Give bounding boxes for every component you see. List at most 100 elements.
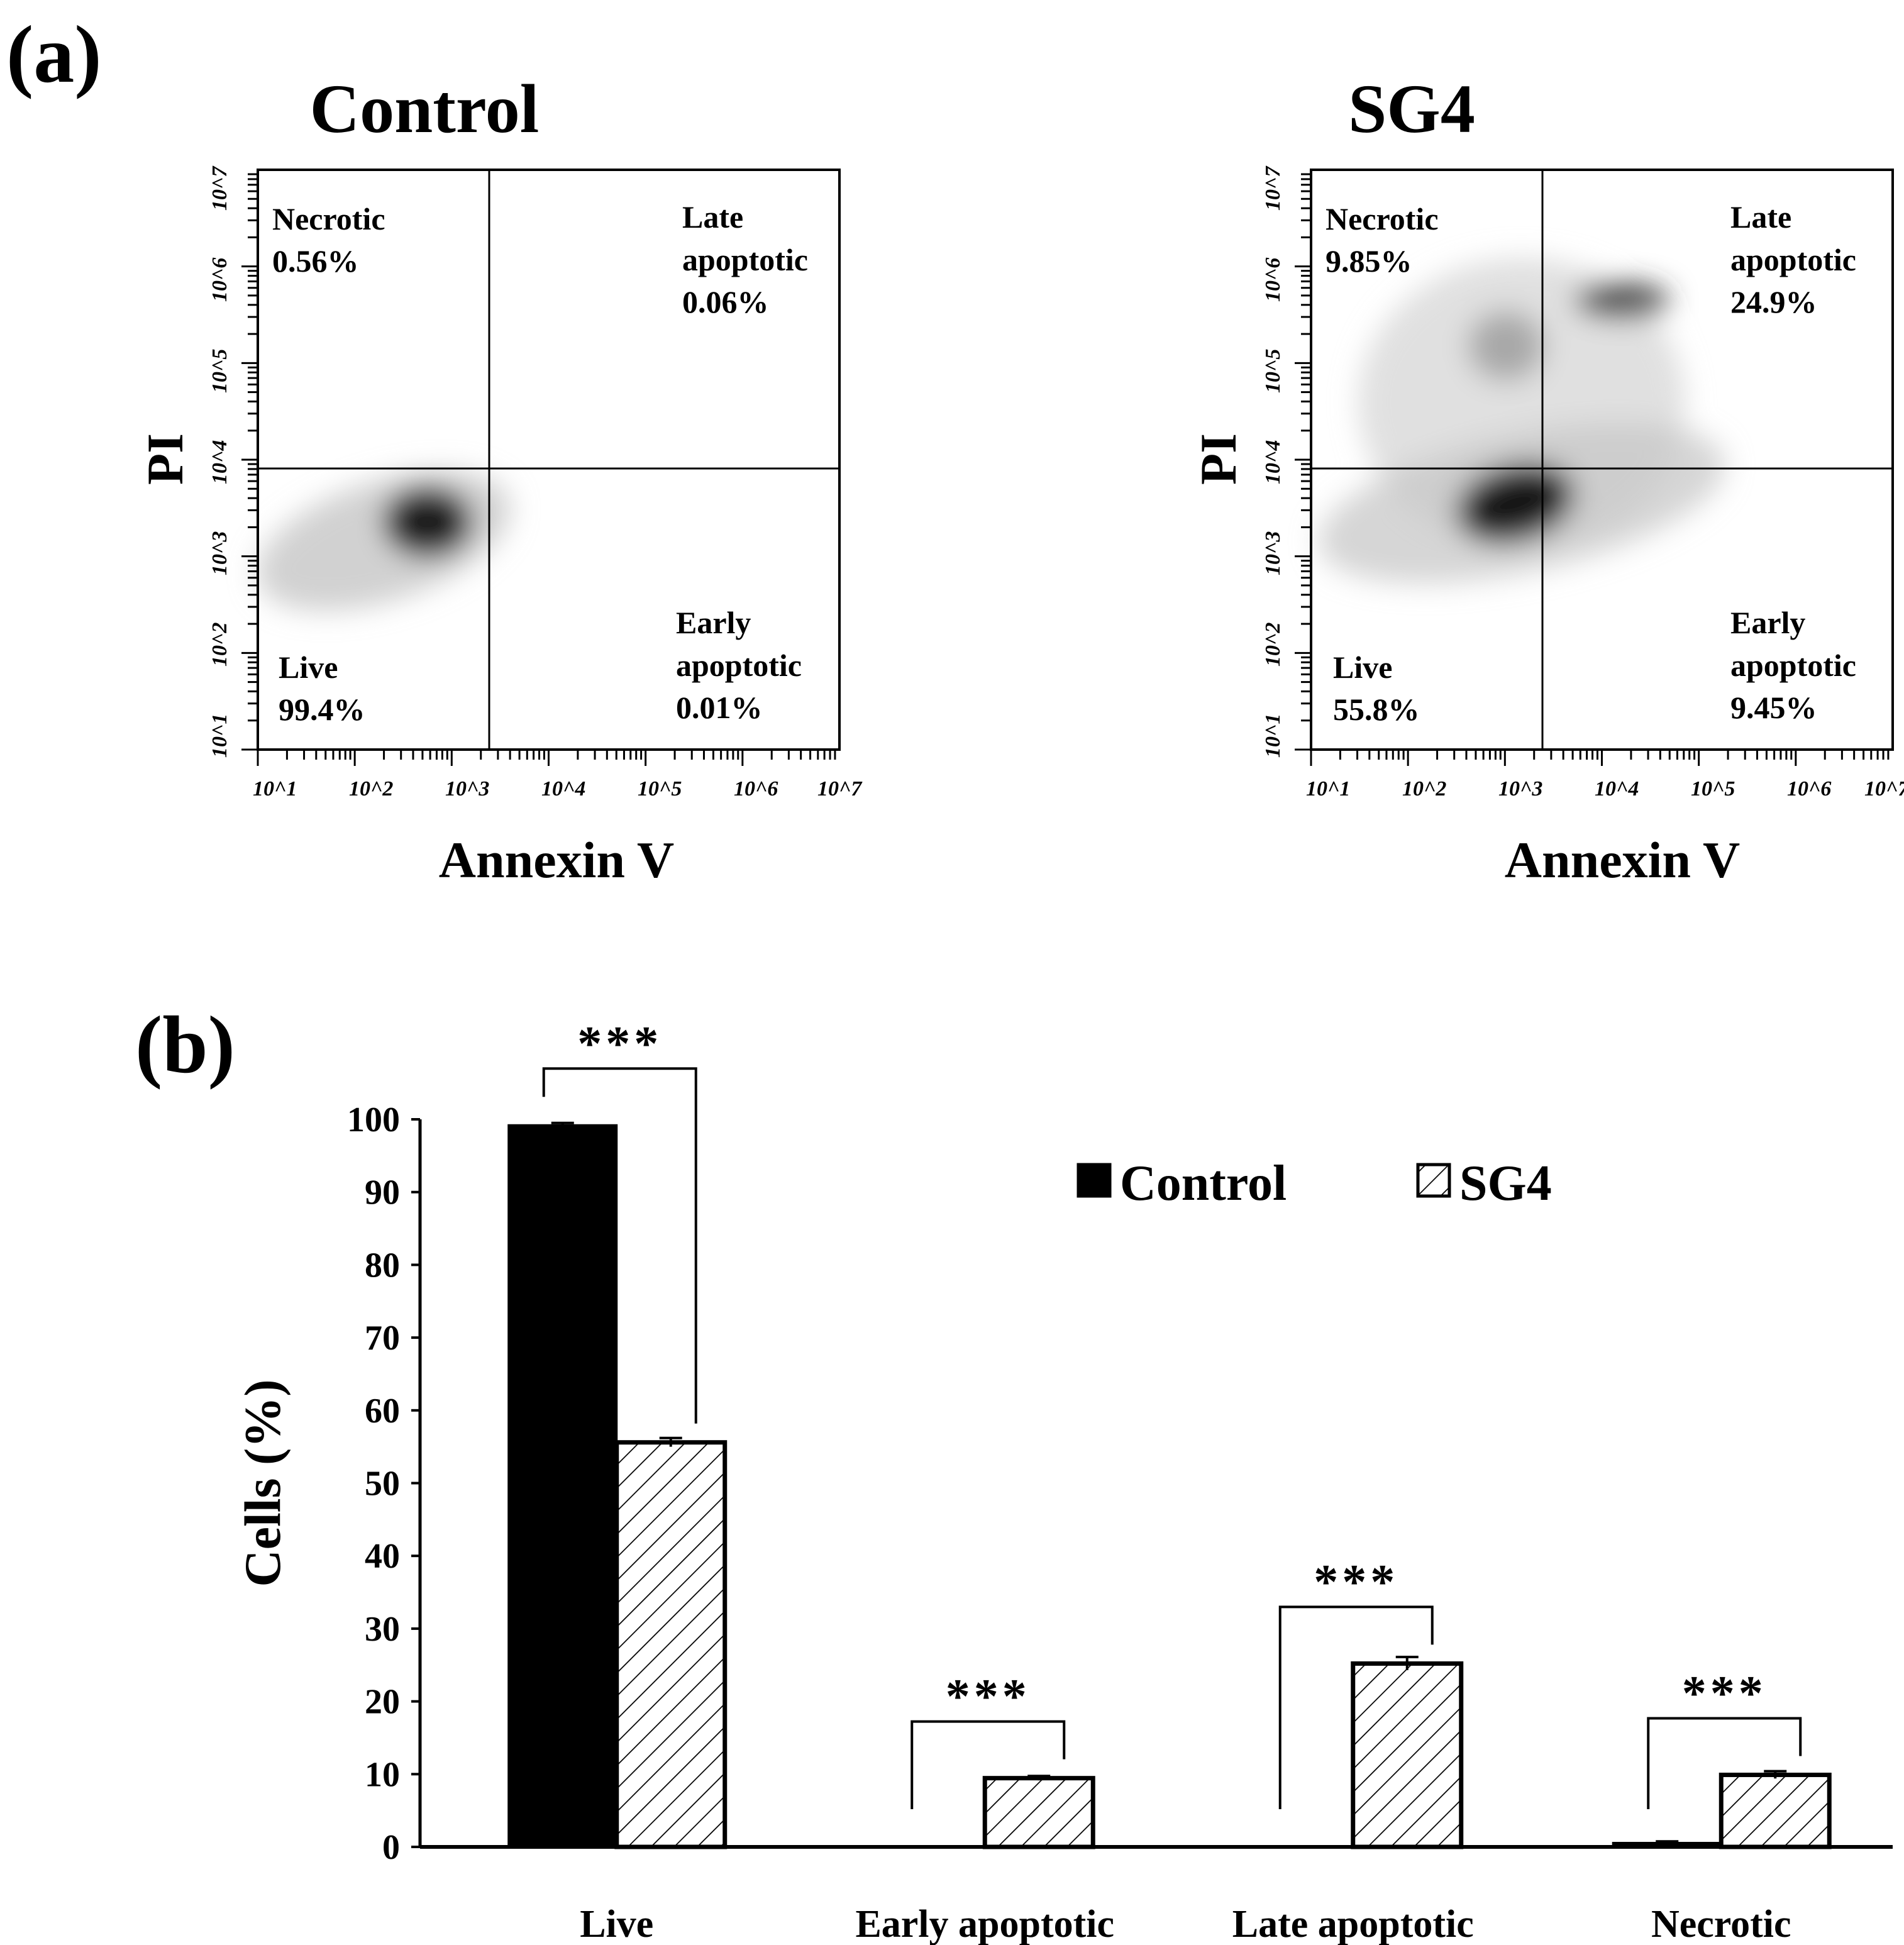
bar-chart: 0 10 20 30 40 50 60 70 80 90 100 Cells (%) *** Live **… (234, 1016, 1893, 1945)
bar-sg4-late-apoptotic (1351, 1661, 1464, 1849)
quadrant-value-early-apoptotic: 9.45% (1730, 690, 1817, 725)
category-label: Early apoptotic (855, 1903, 1114, 1945)
quadrant-label-late-apoptotic: Late (682, 199, 743, 235)
bar-sg4-live (614, 1440, 728, 1849)
x-tick-label: 10^4 (541, 777, 585, 801)
quadrant-label-late-apoptotic: apoptotic (682, 242, 808, 277)
y-tick-label: 10^5 (1261, 349, 1285, 393)
significance-label: *** (1682, 1665, 1767, 1720)
x-tick-label: 10^2 (1402, 777, 1446, 801)
significance-bracket (542, 1067, 697, 1424)
x-tick-label: 10^7 (817, 777, 863, 801)
quadrant-value-necrotic: 9.85% (1326, 243, 1412, 279)
y-tick-label: 30 (365, 1610, 400, 1649)
flow-plot-sg4: SG4 10^1 10^2 10^3 10^4 10^5 10^6 10^7 1… (1190, 70, 1904, 889)
y-tick-label: 10^6 (208, 258, 231, 302)
y-tick-label: 10^4 (208, 440, 231, 484)
y-tick-label: 20 (365, 1683, 400, 1722)
y-axis-ticks-sg4 (1295, 173, 1311, 751)
y-tick-label: 0 (382, 1828, 400, 1867)
scatter-density-sg4 (1318, 258, 1725, 584)
quadrant-label-late-apoptotic: Late (1730, 199, 1791, 235)
bar-sg4-early-apoptotic (982, 1776, 1095, 1849)
quadrant-label-early-apoptotic: apoptotic (1730, 648, 1856, 683)
x-tick-label: 10^7 (1864, 777, 1904, 801)
y-tick-label: 70 (365, 1319, 400, 1358)
y-tick-label: 10^7 (1261, 165, 1285, 211)
y-tick-labels-control: 10^1 10^2 10^3 10^4 10^5 10^6 10^7 (208, 165, 231, 758)
y-axis-title-control: PI (136, 433, 194, 485)
x-tick-label: 10^6 (1787, 777, 1831, 801)
quadrant-value-necrotic: 0.56% (272, 243, 359, 279)
x-tick-label: 10^1 (253, 777, 297, 801)
quadrant-label-early-apoptotic: Early (1730, 605, 1805, 640)
significance-bracket (1278, 1605, 1434, 1809)
legend-label-sg4: SG4 (1459, 1156, 1552, 1211)
quadrant-value-live: 99.4% (279, 692, 365, 727)
bar-control-live (507, 1124, 618, 1848)
quadrant-label-early-apoptotic: Early (676, 605, 751, 640)
x-tick-labels-sg4: 10^1 10^2 10^3 10^4 10^5 10^6 10^7 (1306, 777, 1904, 801)
legend-label-control: Control (1120, 1156, 1287, 1211)
y-tick-label: 100 (347, 1100, 400, 1139)
x-tick-labels-control: 10^1 10^2 10^3 10^4 10^5 10^6 10^7 (253, 777, 863, 801)
y-tick-label: 10^7 (208, 165, 231, 211)
quadrant-value-late-apoptotic: 24.9% (1730, 284, 1817, 319)
y-tick-label: 10^3 (1261, 531, 1285, 575)
x-axis-ticks-control (257, 750, 836, 766)
y-tick-label: 10^1 (208, 714, 231, 758)
legend-swatch-sg4 (1416, 1163, 1451, 1198)
quadrant-value-late-apoptotic: 0.06% (682, 284, 769, 319)
y-tick-label: 10^5 (208, 349, 231, 393)
quadrant-label-early-apoptotic: apoptotic (676, 648, 802, 683)
y-axis-ticks-control (241, 173, 258, 751)
significance-label: *** (577, 1016, 662, 1070)
x-tick-label: 10^5 (1691, 777, 1735, 801)
x-axis-ticks-sg4 (1310, 750, 1890, 766)
quadrant-value-live: 55.8% (1333, 692, 1420, 727)
y-axis-title-sg4: PI (1190, 433, 1247, 485)
y-tick-label: 10^4 (1261, 440, 1285, 484)
y-tick-label: 10 (365, 1755, 400, 1794)
quadrant-value-early-apoptotic: 0.01% (676, 690, 763, 725)
x-tick-label: 10^1 (1306, 777, 1350, 801)
category-label: Live (580, 1903, 653, 1945)
x-tick-label: 10^3 (1498, 777, 1542, 801)
y-tick-label: 10^6 (1261, 258, 1285, 302)
y-tick-label: 60 (365, 1392, 400, 1431)
x-axis-title-control: Annexin V (439, 831, 674, 889)
plot-title-sg4: SG4 (1348, 70, 1475, 147)
y-tick-label: 10^2 (1261, 623, 1285, 667)
significance-label: *** (1314, 1554, 1398, 1609)
y-tick-label: 10^2 (208, 623, 231, 667)
x-tick-label: 10^4 (1595, 777, 1639, 801)
panel-b-label: (b) (135, 1000, 235, 1090)
y-tick-label: 50 (365, 1465, 400, 1504)
y-tick-label: 10^1 (1261, 714, 1285, 758)
category-label: Late apoptotic (1232, 1903, 1474, 1945)
y-tick-label: 80 (365, 1246, 400, 1285)
panel-a-label: (a) (6, 9, 102, 100)
x-axis-title-sg4: Annexin V (1505, 831, 1740, 889)
quadrant-label-live: Live (279, 650, 338, 685)
x-tick-label: 10^3 (445, 777, 489, 801)
legend-swatch-control (1077, 1163, 1112, 1198)
y-axis-title: Cells (%) (234, 1379, 291, 1587)
significance-bracket (1647, 1717, 1802, 1809)
bar-sg4-necrotic (1719, 1772, 1832, 1849)
plot-title-control: Control (310, 70, 540, 147)
quadrant-label-late-apoptotic: apoptotic (1730, 242, 1856, 277)
significance-label: *** (946, 1669, 1031, 1724)
y-tick-label: 10^3 (208, 531, 231, 575)
quadrant-label-necrotic: Necrotic (1326, 201, 1439, 236)
flow-plot-control: Control 10^1 10^2 10^3 10^4 10^5 10^6 10… (136, 70, 863, 889)
scatter-density-control (257, 470, 511, 611)
legend: Control SG4 (1077, 1156, 1552, 1211)
significance-bracket (910, 1720, 1066, 1809)
category-label: Necrotic (1651, 1903, 1791, 1945)
y-tick-label: 40 (365, 1537, 400, 1576)
x-tick-label: 10^2 (349, 777, 393, 801)
quadrant-label-live: Live (1333, 650, 1392, 685)
x-tick-label: 10^5 (638, 777, 682, 801)
